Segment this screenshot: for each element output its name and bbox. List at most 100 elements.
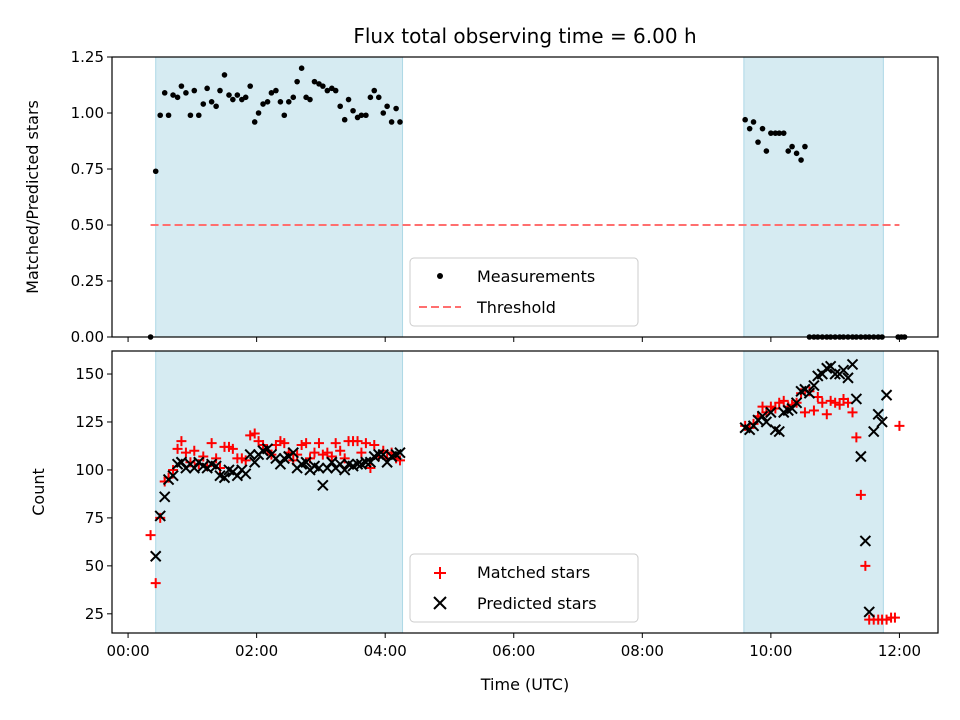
matched-star-point [249, 428, 260, 439]
measurement-point [793, 150, 800, 157]
matched-star-point [245, 430, 256, 441]
measurement-point [798, 157, 804, 163]
measurement-point [384, 103, 390, 110]
measurement-point [358, 112, 365, 119]
measurement-point [380, 110, 387, 116]
matched-star-point [326, 451, 337, 462]
measurement-point [260, 101, 266, 107]
observing-window-span [743, 56, 884, 338]
matched-star-point [180, 447, 191, 458]
measurement-point [183, 90, 189, 96]
measurement-point [746, 125, 753, 132]
y-tick-label: 0.50 [71, 216, 104, 234]
predicted-star-point [808, 379, 820, 392]
measurement-point [251, 119, 258, 125]
matched-star-point [309, 447, 320, 458]
predicted-star-point [154, 510, 166, 522]
matched-star-point [339, 453, 350, 464]
top-plot-panel: 0.00 0.25 0.50 0.75 1.00 1.25 Matched/Predict… [23, 48, 939, 346]
measurement-point [208, 99, 215, 105]
matched-star-point [860, 560, 871, 571]
matched-star-point [847, 407, 858, 418]
measurement-point [350, 107, 356, 114]
measurement-point [221, 72, 228, 78]
measurement-point [165, 112, 172, 119]
matched-star-point [279, 438, 290, 449]
matched-star-point [206, 438, 217, 449]
measurement-point [337, 103, 343, 110]
measurement-point [307, 96, 313, 103]
y-tick-label: 1.25 [71, 48, 104, 66]
measurement-point [750, 119, 757, 125]
bottom-legend: Matched stars Predicted stars [409, 553, 639, 623]
matched-star-point [774, 397, 785, 408]
predicted-star-point [829, 368, 841, 380]
measurement-point [311, 78, 318, 85]
measurement-point [161, 90, 168, 96]
measurement-point [230, 96, 236, 103]
predicted-star-point [218, 471, 231, 484]
measurement-point [187, 112, 194, 119]
x-tick-label: 00:00 [106, 642, 149, 660]
x-tick-label: 02:00 [235, 642, 278, 660]
measurement-point [268, 90, 275, 96]
predicted-star-point [859, 535, 872, 547]
matched-star-point [830, 397, 841, 408]
measurement-point [763, 148, 770, 154]
predicted-star-point [842, 372, 854, 384]
predicted-star-point [765, 406, 777, 419]
top-plot-frame [111, 56, 939, 338]
measurement-point [363, 112, 369, 119]
matched-star-point [834, 399, 845, 410]
legend-predicted-label: Predicted stars [477, 594, 597, 613]
y-tick-label: 25 [85, 605, 104, 623]
measurement-point [397, 119, 403, 125]
matched-star-point [352, 436, 363, 447]
measurement-point [393, 105, 399, 112]
measurement-point [234, 92, 241, 98]
measurement-point [332, 87, 339, 94]
top-y-axis-label: Matched/Predicted stars [23, 100, 42, 294]
measurement-point [294, 78, 300, 85]
predicted-star-point [150, 550, 162, 562]
measurement-point [290, 94, 297, 101]
predicted-star-point [803, 387, 816, 399]
measurement-point [273, 87, 279, 94]
predicted-star-point [287, 446, 299, 459]
matched-star-point [360, 438, 371, 449]
measurement-point [277, 99, 284, 105]
predicted-star-point [167, 469, 179, 482]
matched-star-point [198, 451, 209, 462]
measurement-point [759, 125, 766, 132]
predicted-star-point [159, 491, 171, 503]
measurement-point [785, 148, 792, 154]
measurement-point [780, 130, 787, 136]
y-tick-label: 0.00 [71, 328, 104, 346]
measurement-point [174, 94, 181, 101]
matched-star-point [356, 447, 367, 458]
predicted-star-point [863, 606, 875, 618]
matched-star-point [317, 449, 328, 460]
legend-measurements-marker [437, 273, 443, 279]
chart-title: Flux total observing time = 6.00 h [353, 24, 696, 48]
predicted-star-point [317, 479, 329, 491]
bottom-y-axis-label: Count [29, 468, 48, 516]
predicted-star-point [773, 425, 785, 438]
predicted-star-point [326, 456, 338, 468]
measurement-point [345, 96, 352, 103]
measurement-point [264, 99, 271, 105]
x-tick-label: 12:00 [878, 642, 921, 660]
matched-star-point [150, 578, 161, 589]
predicted-star-point [239, 468, 252, 480]
predicted-star-point [244, 448, 256, 461]
measurement-point [324, 87, 331, 94]
predicted-star-point [876, 416, 888, 428]
measurement-point [157, 112, 164, 119]
legend-matched-marker [434, 567, 446, 579]
matched-star-point [172, 443, 183, 454]
matched-star-point [189, 445, 200, 456]
observing-window-span [743, 350, 884, 634]
predicted-star-point [248, 456, 261, 468]
y-tick-label: 1.00 [71, 104, 104, 122]
